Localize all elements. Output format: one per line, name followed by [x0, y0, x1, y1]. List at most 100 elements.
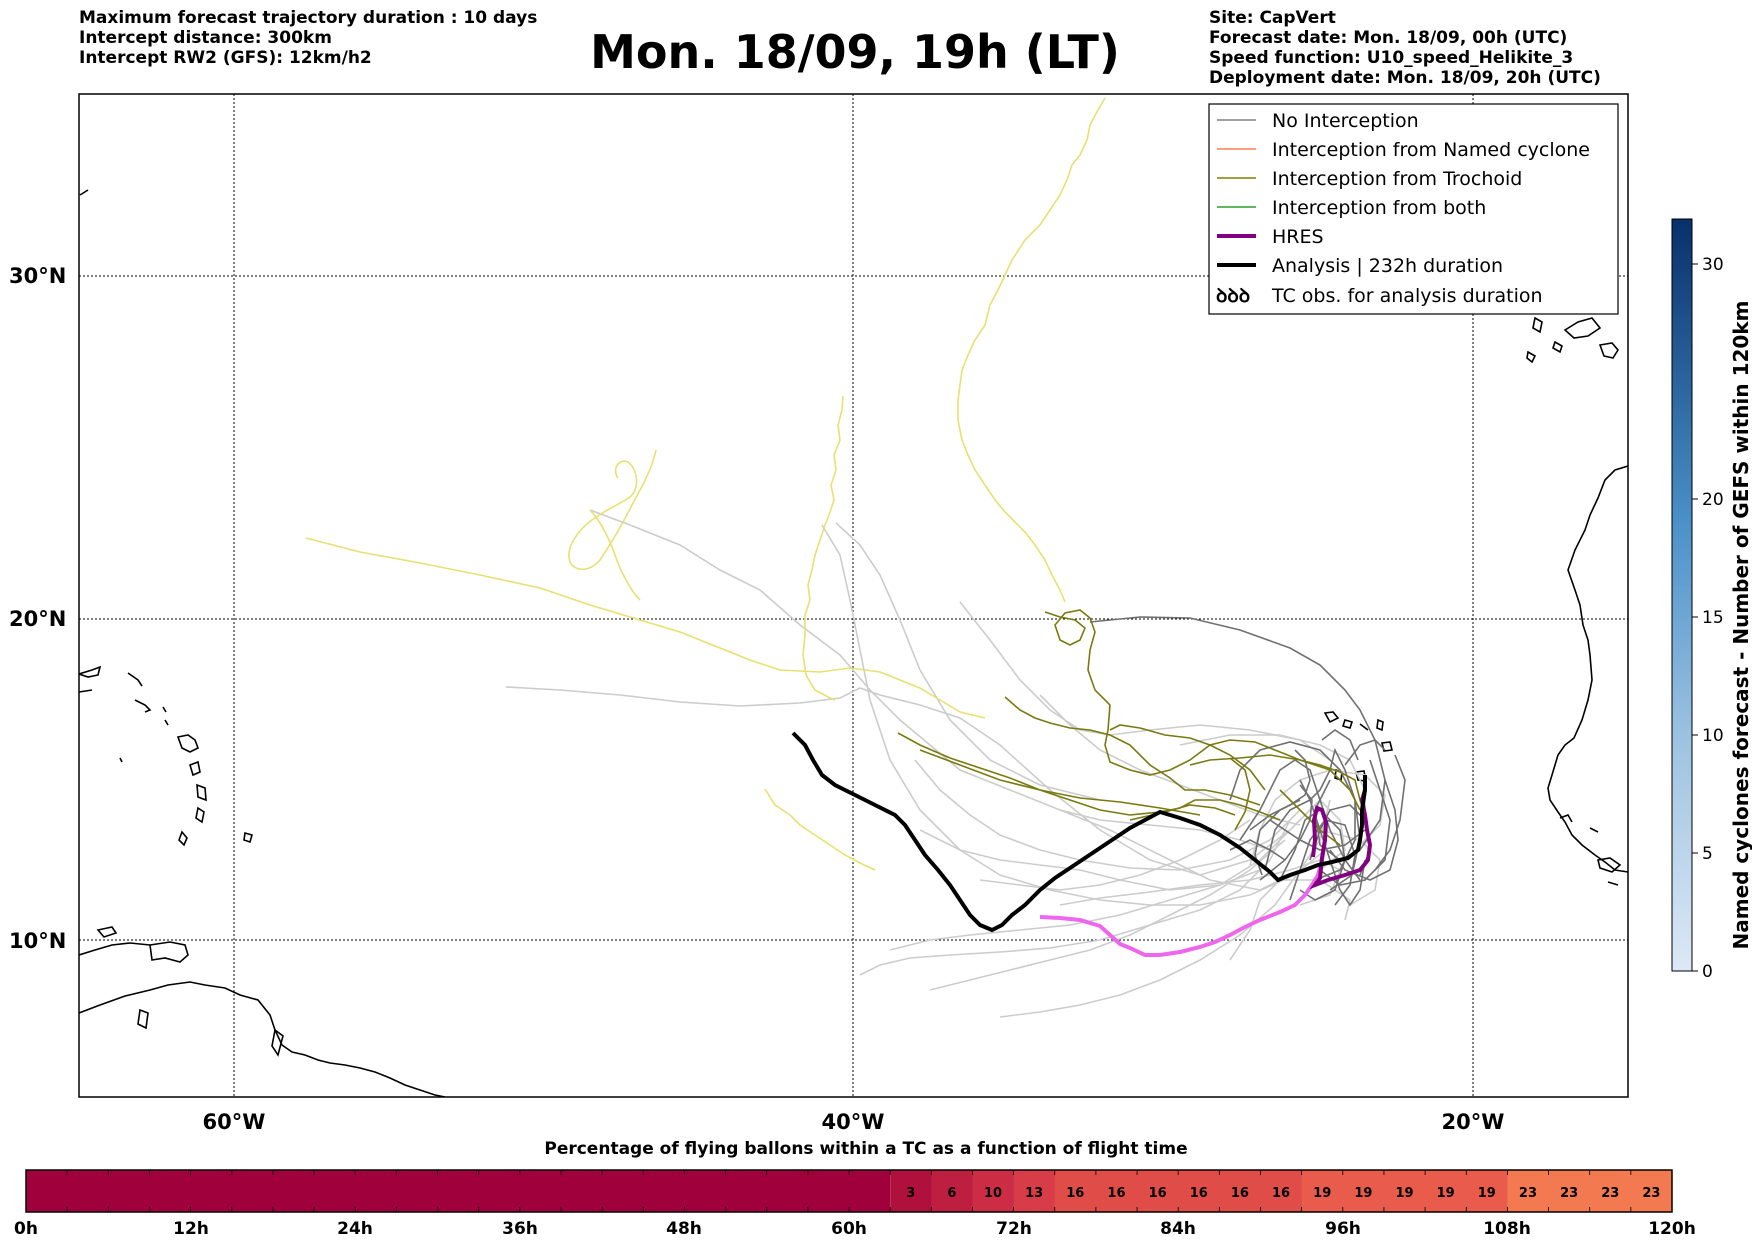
legend-item-analysis: Analysis | 232h duration	[1217, 255, 1503, 277]
st-vincent	[178, 830, 188, 847]
percentage-value: 6	[947, 1186, 956, 1201]
time-label-0h: 0h	[14, 1219, 38, 1239]
intercept-rw2-text: Intercept RW2 (GFS): 12km/h2	[79, 48, 372, 68]
lon-label-40w: 40°W	[822, 1110, 885, 1134]
martinique	[189, 760, 201, 777]
percentage-value: 19	[1395, 1186, 1413, 1201]
cyclone-count-colorbar: 0 5 10 15 20 30 Named cyclones forecast …	[1671, 218, 1752, 982]
legend-label-trochoid: Interception from Trochoid	[1272, 168, 1522, 190]
page-title: Mon. 18/09, 19h (LT)	[590, 25, 1120, 79]
percentage-cell	[1054, 1170, 1097, 1212]
analysis-track	[791, 731, 1367, 933]
percentage-cell	[1013, 1170, 1056, 1212]
speed-function-text: Speed function: U10_speed_Helikite_3	[1209, 48, 1574, 68]
dominica	[196, 783, 207, 802]
percentage-cell	[931, 1170, 973, 1212]
max-duration-text: Maximum forecast trajectory duration : 1…	[79, 8, 538, 28]
lon-label-20w: 20°W	[1442, 1110, 1505, 1134]
percentage-cell	[1260, 1170, 1303, 1212]
bar-minor-ticks	[25, 1170, 1673, 1212]
colorbar-tick-5: 5	[1702, 844, 1713, 864]
canary-islands	[1563, 317, 1602, 339]
lat-label-10n: 10°N	[9, 929, 66, 953]
percentage-value: 16	[1149, 1186, 1167, 1201]
time-label-72h: 72h	[996, 1219, 1032, 1239]
percentage-cell	[1507, 1170, 1550, 1212]
legend-label-tc-obs: TC obs. for analysis duration	[1271, 285, 1543, 307]
bissau-islands	[1597, 857, 1622, 873]
map-legend: No Interception Interception from Named …	[1208, 103, 1619, 315]
guadeloupe	[176, 734, 200, 753]
percentage-value: 16	[1272, 1186, 1290, 1201]
time-label-24h: 24h	[337, 1219, 373, 1239]
percentage-value: 23	[1642, 1186, 1660, 1201]
percentage-cell	[1095, 1170, 1138, 1212]
caribbean-island-2	[137, 1008, 149, 1030]
coastlines	[79, 189, 1628, 1097]
percentage-cell	[1342, 1170, 1385, 1212]
map-frame	[78, 93, 1629, 1098]
hres-light-track	[1039, 839, 1327, 957]
time-label-12h: 12h	[173, 1219, 209, 1239]
percentage-cell	[1548, 1170, 1591, 1212]
percentage-value: 19	[1354, 1186, 1372, 1201]
colorbar-label: Named cyclones forecast - Number of GEFS…	[1729, 301, 1752, 950]
legend-item-trochoid: Interception from Trochoid	[1217, 168, 1522, 190]
percentage-value: 16	[1066, 1186, 1084, 1201]
percentage-cell	[972, 1170, 1015, 1212]
legend-label-no-interception: No Interception	[1272, 110, 1419, 132]
legend-item-hres: HRES	[1217, 226, 1324, 248]
bar-time-labels: 0h 12h 24h 36h 48h 60h 72h 84h 96h 108h …	[14, 1219, 1696, 1239]
time-label-60h: 60h	[831, 1219, 867, 1239]
percentage-value: 19	[1437, 1186, 1455, 1201]
percentage-cell	[1178, 1170, 1220, 1212]
percentage-cell	[1589, 1170, 1632, 1212]
percentage-value: 16	[1190, 1186, 1208, 1201]
percentage-value: 16	[1231, 1186, 1249, 1201]
colorbar-tick-0: 0	[1702, 962, 1713, 982]
barbados	[243, 831, 253, 844]
graticule	[79, 94, 1628, 1097]
colorbar-tick-15: 15	[1702, 608, 1724, 628]
percentage-value: 10	[984, 1186, 1002, 1201]
time-label-108h: 108h	[1483, 1219, 1531, 1239]
percentage-value: 13	[1025, 1186, 1043, 1201]
lat-label-20n: 20°N	[9, 607, 66, 631]
legend-item-tc-obs: ꝺꝺꝺ TC obs. for analysis duration	[1216, 285, 1543, 307]
percentage-value: 19	[1313, 1186, 1331, 1201]
percentage-cell	[890, 1170, 932, 1212]
legend-item-both: Interception from both	[1217, 197, 1486, 219]
site-text: Site: CapVert	[1209, 8, 1336, 28]
percentage-value: 3	[906, 1186, 915, 1201]
percentage-cell	[1425, 1170, 1467, 1212]
tc-percentage-bar: Percentage of flying ballons within a TC…	[14, 1139, 1696, 1239]
percentage-cells: 3 6 10 13 16 16 16 16 16 16 19 19 19 19 19 23 23 23 23	[890, 1170, 1673, 1212]
legend-item-no-interception: No Interception	[1217, 110, 1419, 132]
percentage-value: 23	[1601, 1186, 1619, 1201]
percentage-cell	[1301, 1170, 1344, 1212]
percentage-cell	[1137, 1170, 1179, 1212]
venezuela-north-coast	[79, 942, 151, 956]
bottom-bar-title: Percentage of flying ballons within a TC…	[544, 1139, 1187, 1159]
trochoid-tracks	[897, 609, 1366, 846]
yellow-tracks	[305, 97, 1106, 871]
tc-symbol-icon: ꝺꝺꝺ	[1216, 285, 1250, 307]
time-label-120h: 120h	[1648, 1219, 1696, 1239]
site-info: Site: CapVert Forecast date: Mon. 18/09,…	[1209, 8, 1601, 88]
legend-label-analysis: Analysis | 232h duration	[1272, 255, 1503, 277]
lon-label-60w: 60°W	[203, 1110, 266, 1134]
legend-item-named-cyclone: Interception from Named cyclone	[1217, 139, 1590, 161]
percentage-cell	[1219, 1170, 1261, 1212]
time-label-48h: 48h	[666, 1219, 702, 1239]
map-area: 30°N 20°N 10°N 60°W 40°W 20°W No Interce…	[9, 93, 1629, 1134]
cape-verde-islands	[1323, 711, 1340, 724]
st-lucia	[195, 806, 205, 824]
legend-label-both: Interception from both	[1272, 197, 1486, 219]
colorbar-tick-20: 20	[1702, 490, 1724, 510]
intercept-distance-text: Intercept distance: 300km	[79, 28, 332, 48]
south-america-coast	[79, 981, 446, 1097]
lat-label-30n: 30°N	[9, 264, 66, 288]
forecast-date-text: Forecast date: Mon. 18/09, 00h (UTC)	[1209, 28, 1568, 48]
percentage-value: 19	[1478, 1186, 1496, 1201]
virgin-islands	[79, 665, 102, 678]
